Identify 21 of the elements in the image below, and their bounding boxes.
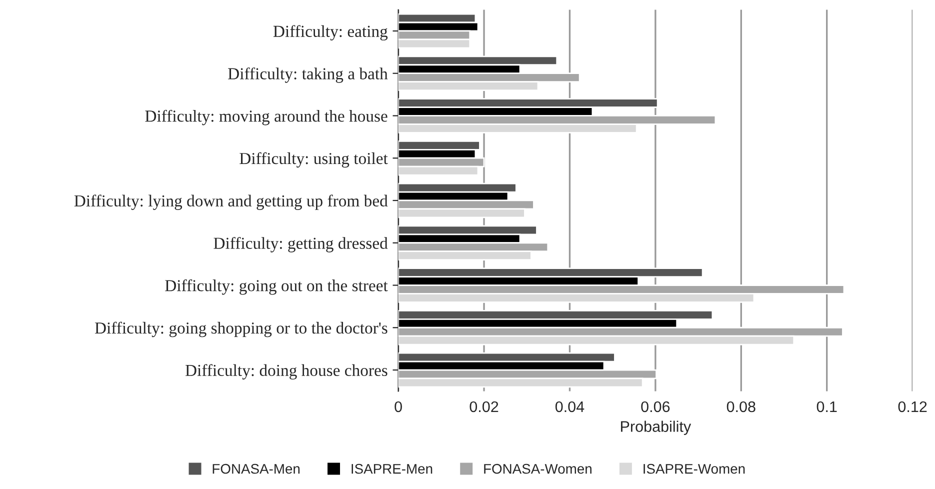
y-tick-label: Difficulty: lying down and getting up from bed — [74, 194, 388, 210]
y-tick-label: Difficulty: getting dressed — [214, 237, 388, 252]
legend-label: FONASA-Men — [212, 464, 300, 474]
legend-label: ISAPRE-Women — [644, 464, 745, 474]
y-tick-label: Difficulty: going out on the street — [165, 279, 388, 295]
y-tick-label: Difficulty: eating — [273, 25, 388, 40]
y-tick-label: Difficulty: taking a bath — [228, 67, 388, 83]
x-tick-label: 0.1 — [816, 401, 837, 412]
y-tick-label: Difficulty: doing house chores — [185, 364, 388, 380]
x-tick-label: 0.06 — [641, 401, 670, 412]
x-tick-label: 0.12 — [898, 401, 927, 412]
x-tick-label: 0.04 — [555, 401, 584, 412]
x-tick-label: 0.02 — [470, 401, 498, 412]
x-axis-title: Probability — [621, 420, 692, 435]
y-tick-label: Difficulty: moving around the house — [145, 110, 388, 126]
x-tick-label: 0.08 — [726, 401, 756, 412]
y-tick-label: Difficulty: going shopping or to the doctor's — [94, 322, 388, 338]
legend-label: ISAPRE-Men — [352, 464, 432, 474]
legend-label: FONASA-Women — [484, 464, 592, 474]
y-tick-label: Difficulty: using toilet — [240, 152, 388, 168]
x-tick-label: 0 — [394, 401, 402, 412]
